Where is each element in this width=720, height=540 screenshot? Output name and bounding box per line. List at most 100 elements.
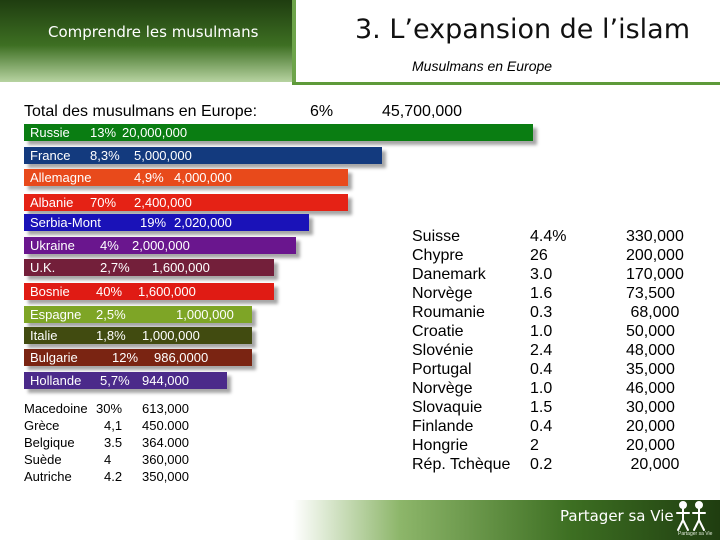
table-row: Slovaquie 1.5 30,000 <box>412 399 692 418</box>
cell-percent: 3.0 <box>530 266 553 283</box>
table-row: Norvège 1.6 73,500 <box>412 285 692 304</box>
country-bar: Russie 13% 20,000,000 <box>24 124 533 141</box>
cell-country: Suède <box>24 452 62 467</box>
two-people-icon <box>676 501 706 531</box>
footer-band <box>293 500 720 540</box>
cell-value: 450.000 <box>142 418 189 433</box>
bar-country: Russie <box>30 125 70 140</box>
bar-value: 944,000 <box>142 373 189 388</box>
bar-percent: 2,7% <box>100 260 130 275</box>
bar-country: Hollande <box>30 373 82 388</box>
table-row: Roumanie 0.3 68,000 <box>412 304 692 323</box>
cell-value: 20,000 <box>626 437 675 454</box>
cell-country: Slovénie <box>412 342 474 359</box>
cell-country: Belgique <box>24 435 75 450</box>
cell-percent: 0.4 <box>530 361 553 378</box>
bar-value: 2,400,000 <box>134 195 192 210</box>
table-row: Belgique 3.5 364.000 <box>24 435 204 452</box>
cell-value: 613,000 <box>142 401 189 416</box>
cell-country: Danemark <box>412 266 486 283</box>
country-bar: Ukraine 4% 2,000,000 <box>24 237 296 254</box>
country-bar: Bosnie 40% 1,600,000 <box>24 283 274 300</box>
cell-country: Roumanie <box>412 304 485 321</box>
bar-percent: 19% <box>140 215 167 230</box>
bar-percent: 1,8% <box>96 328 126 343</box>
table-row: Slovénie 2.4 48,000 <box>412 342 692 361</box>
bar-percent: 40% <box>96 284 123 299</box>
bar-percent: 4% <box>100 238 119 253</box>
cell-value: 35,000 <box>626 361 675 378</box>
country-bar: U.K. 2,7% 1,600,000 <box>24 259 274 276</box>
bar-country: Bulgarie <box>30 350 78 365</box>
cell-percent: 1.5 <box>530 399 553 416</box>
cell-value: 364.000 <box>142 435 189 450</box>
table-row: Croatie 1.0 50,000 <box>412 323 692 342</box>
country-bar: Hollande 5,7% 944,000 <box>24 372 227 389</box>
bar-value: 1,000,000 <box>176 307 234 322</box>
cell-country: Norvège <box>412 380 473 397</box>
bar-value: 1,600,000 <box>152 260 210 275</box>
bar-country: Allemagne <box>30 170 92 185</box>
bar-country: Albanie <box>30 195 74 210</box>
cell-value: 30,000 <box>626 399 675 416</box>
cell-country: Macedoine <box>24 401 88 416</box>
cell-value: 73,500 <box>626 285 675 302</box>
bar-country: France <box>30 148 71 163</box>
logo-caption: Partager sa Vie <box>678 531 713 537</box>
cell-value: 330,000 <box>626 228 684 245</box>
cell-percent: 0.3 <box>530 304 553 321</box>
total-value: 45,700,000 <box>382 103 463 120</box>
header-underline <box>292 82 720 85</box>
bar-value: 20,000,000 <box>122 125 188 140</box>
cell-percent: 0.4 <box>530 418 553 435</box>
table-row: Suisse 4.4% 330,000 <box>412 228 692 247</box>
table-row: Hongrie 2 20,000 <box>412 437 692 456</box>
cell-value: 48,000 <box>626 342 675 359</box>
footer-text: Partager sa Vie <box>560 507 674 525</box>
cell-value: 20,000 <box>626 418 675 435</box>
cell-percent: 2.4 <box>530 342 553 359</box>
cell-percent: 4.4% <box>530 228 567 245</box>
table-row: Norvège 1.0 46,000 <box>412 380 692 399</box>
cell-percent: 2 <box>530 437 539 454</box>
cell-percent: 1.0 <box>530 380 553 397</box>
cell-country: Chypre <box>412 247 464 264</box>
bar-value: 2,000,000 <box>132 238 190 253</box>
cell-value: 170,000 <box>626 266 684 283</box>
section-label: Comprendre les musulmans <box>48 23 259 41</box>
cell-country: Finlande <box>412 418 474 435</box>
country-bar: France 8,3% 5,000,000 <box>24 147 382 164</box>
bar-percent: 8,3% <box>90 148 120 163</box>
bar-percent: 70% <box>90 195 117 210</box>
bar-value: 2,020,000 <box>174 215 232 230</box>
total-percent: 6% <box>310 103 334 120</box>
subtitle: Musulmans en Europe <box>412 58 553 74</box>
small-country-table: Macedoine 30% 613,000 Grèce 4,1 450.000 Belgiq… <box>24 401 204 486</box>
cell-percent: 30% <box>96 401 123 416</box>
table-row: Grèce 4,1 450.000 <box>24 418 204 435</box>
cell-country: Grèce <box>24 418 60 433</box>
country-bar: Allemagne 4,9% 4,000,000 <box>24 169 348 186</box>
cell-percent: 3.5 <box>104 435 123 450</box>
country-bar: Espagne 2,5% 1,000,000 <box>24 306 252 323</box>
table-row: Finlande 0.4 20,000 <box>412 418 692 437</box>
cell-percent: 4 <box>104 452 112 467</box>
table-row: Rép. Tchèque 0.2 20,000 <box>412 456 692 475</box>
cell-value: 360,000 <box>142 452 189 467</box>
table-row: Portugal 0.4 35,000 <box>412 361 692 380</box>
bar-country: Espagne <box>30 307 82 322</box>
bar-percent: 13% <box>90 125 117 140</box>
table-row: Chypre 26 200,000 <box>412 247 692 266</box>
bar-country: Bosnie <box>30 284 70 299</box>
cell-percent: 26 <box>530 247 548 264</box>
bar-percent: 5,7% <box>100 373 130 388</box>
bar-country: Serbia-Mont <box>30 215 101 230</box>
cell-country: Rép. Tchèque <box>412 456 511 473</box>
country-bar: Bulgarie 12% 986,0000 <box>24 349 252 366</box>
cell-value: 68,000 <box>626 304 680 321</box>
cell-value: 50,000 <box>626 323 675 340</box>
header-band: Comprendre les musulmans <box>0 0 292 82</box>
table-row: Suède 4 360,000 <box>24 452 204 469</box>
page-title: 3. L’expansion de l’islam <box>355 14 690 45</box>
cell-country: Croatie <box>412 323 464 340</box>
